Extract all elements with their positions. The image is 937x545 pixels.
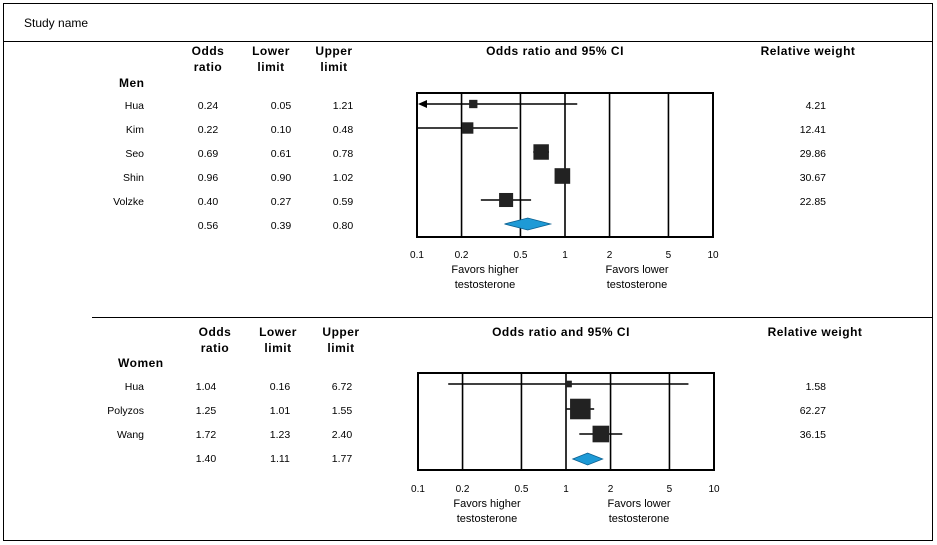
lower-limit-value: 0.27 — [270, 196, 292, 208]
relative-weight-value: 36.15 — [799, 429, 826, 441]
study-name: Hua — [124, 381, 144, 393]
upper-limit-value: 0.78 — [332, 148, 354, 160]
lower-limit-header: Lower limit — [252, 44, 290, 74]
upper-limit-value: 0.59 — [332, 196, 354, 208]
odds-ratio-value: 0.69 — [197, 148, 219, 160]
study-name: Hua — [124, 100, 144, 112]
relative-weight-value: 12.41 — [799, 124, 826, 136]
tick-label: 0.5 — [513, 250, 527, 261]
group-label-men: Men — [119, 76, 145, 90]
summary-upper-limit-value: 1.77 — [331, 453, 353, 465]
relative-weight-value: 4.21 — [805, 100, 826, 112]
tick-label: 5 — [666, 250, 672, 261]
summary-diamond — [504, 217, 553, 231]
upper-limit-header: Upper limit — [315, 44, 353, 74]
odds-ratio-value: 1.04 — [195, 381, 217, 393]
summary-odds-ratio-value: 0.56 — [197, 220, 219, 232]
study-square — [533, 144, 549, 160]
figure-frame — [3, 3, 933, 541]
study-square — [461, 122, 474, 134]
study-name: Shin — [122, 172, 144, 184]
odds-ratio-value: 0.96 — [197, 172, 219, 184]
study-name-label: Study name — [24, 16, 89, 30]
odds-ratio-value: 0.40 — [197, 196, 219, 208]
tick-label: 1 — [563, 484, 569, 495]
upper-limit-value: 0.48 — [332, 124, 354, 136]
odds-ratio-value: 0.22 — [197, 124, 219, 136]
favors-right-label: Favors lower testosterone — [607, 498, 671, 525]
group-label-women: Women — [118, 356, 164, 370]
relative-weight-header: Relative weight — [760, 44, 856, 58]
summary-odds-ratio-value: 1.40 — [195, 453, 217, 465]
favors-left-label: Favors higher testosterone — [451, 264, 519, 291]
tick-label: 0.2 — [456, 484, 470, 495]
study-square — [499, 192, 514, 208]
odds-ratio-header: Odds ratio — [198, 325, 232, 355]
relative-weight-value: 1.58 — [805, 381, 826, 393]
favors-right-label: Favors lower testosterone — [605, 264, 669, 291]
upper-limit-header: Upper limit — [322, 325, 360, 355]
odds-ratio-header: Odds ratio — [191, 44, 225, 74]
study-square — [565, 380, 572, 388]
tick-label: 0.2 — [455, 250, 469, 261]
summary-lower-limit-value: 0.39 — [270, 220, 292, 232]
plot-header: Odds ratio and 95% CI — [486, 44, 624, 58]
tick-label: 10 — [708, 484, 720, 495]
summary-lower-limit-value: 1.11 — [270, 453, 290, 465]
odds-ratio-value: 1.25 — [195, 405, 217, 417]
lower-limit-value: 1.23 — [269, 429, 291, 441]
upper-limit-value: 1.55 — [331, 405, 353, 417]
odds-ratio-value: 0.24 — [197, 100, 219, 112]
lower-limit-value: 1.01 — [269, 405, 291, 417]
summary-upper-limit-value: 0.80 — [332, 220, 354, 232]
relative-weight-value: 30.67 — [799, 172, 826, 184]
forest-plot-men: 0.1 0.2 0.5 1 2 5 10 — [410, 92, 719, 261]
tick-label: 0.1 — [410, 250, 424, 261]
favors-left-label: Favors higher testosterone — [453, 498, 521, 525]
ci-arrow — [418, 100, 427, 108]
header-divider — [4, 41, 933, 42]
relative-weight-value: 62.27 — [799, 405, 826, 417]
section-divider — [92, 317, 933, 318]
tick-label: 10 — [707, 250, 719, 261]
tick-label: 2 — [608, 484, 614, 495]
study-name: Volzke — [113, 196, 144, 208]
upper-limit-value: 2.40 — [331, 429, 353, 441]
lower-limit-value: 0.05 — [270, 100, 292, 112]
study-name: Polyzos — [107, 405, 144, 417]
summary-diamond — [571, 452, 604, 466]
tick-label: 0.1 — [411, 484, 425, 495]
study-square — [570, 398, 591, 420]
lower-limit-value: 0.16 — [269, 381, 291, 393]
upper-limit-value: 1.21 — [332, 100, 354, 112]
upper-limit-value: 1.02 — [332, 172, 354, 184]
tick-label: 1 — [562, 250, 568, 261]
relative-weight-value: 22.85 — [799, 196, 826, 208]
plot-header: Odds ratio and 95% CI — [492, 325, 630, 339]
tick-label: 0.5 — [514, 484, 528, 495]
relative-weight-header: Relative weight — [767, 325, 863, 339]
study-square — [469, 99, 478, 109]
lower-limit-value: 0.90 — [270, 172, 292, 184]
study-name: Kim — [125, 124, 144, 136]
study-square — [592, 425, 610, 443]
tick-label: 2 — [607, 250, 613, 261]
study-square — [554, 168, 571, 184]
upper-limit-value: 6.72 — [331, 381, 353, 393]
tick-label: 5 — [667, 484, 673, 495]
odds-ratio-value: 1.72 — [195, 429, 217, 441]
study-name: Wang — [116, 429, 144, 441]
lower-limit-header: Lower limit — [259, 325, 297, 355]
relative-weight-value: 29.86 — [799, 148, 826, 160]
lower-limit-value: 0.61 — [270, 148, 292, 160]
lower-limit-value: 0.10 — [270, 124, 292, 136]
study-name: Seo — [125, 148, 144, 160]
